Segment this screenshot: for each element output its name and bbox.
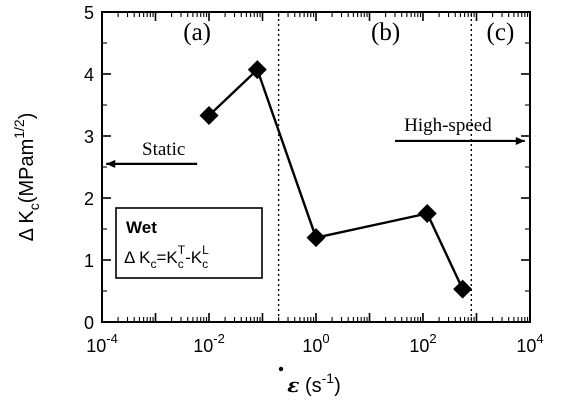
data-point <box>199 106 219 126</box>
static-label: Static <box>142 139 185 160</box>
x-tick-label: 10-2 <box>193 331 225 356</box>
y-tick-label: 4 <box>84 65 94 85</box>
region-label: (a) <box>183 19 211 46</box>
y-tick-label: 2 <box>84 189 94 209</box>
x-tick-label: 102 <box>409 331 436 356</box>
legend-formula: Δ Kc=KcT-KcL <box>124 243 209 271</box>
y-tick-label: 5 <box>84 3 94 23</box>
data-point <box>453 279 473 299</box>
y-tick-label: 0 <box>84 313 94 333</box>
x-tick-label: 104 <box>516 331 543 356</box>
y-tick-label: 3 <box>84 127 94 147</box>
x-tick-label: 10-4 <box>86 331 118 356</box>
data-point <box>306 228 326 248</box>
x-axis-label: ε (s-1) <box>287 370 341 397</box>
region-label: (c) <box>487 19 515 46</box>
y-tick-label: 1 <box>84 251 94 271</box>
axes: 0 1 2 3 4 5 10-4 10-2 100 102 104 <box>84 3 544 356</box>
data-series <box>199 60 473 299</box>
chart-labels: ε (s-1) Δ Kc(MPam1/2) (a) (b) (c) Static High-… <box>11 19 525 397</box>
static-arrow-head <box>106 159 116 168</box>
y-axis-label: Δ Kc(MPam1/2) <box>11 113 42 242</box>
region-label: (b) <box>371 19 400 46</box>
epsilon-dot <box>278 366 284 372</box>
data-point <box>247 60 267 80</box>
high-speed-arrow-head <box>515 136 525 145</box>
data-point <box>417 204 437 223</box>
region-dividers <box>277 14 473 320</box>
x-tick-label: 100 <box>302 331 329 356</box>
legend-title: Wet <box>126 218 157 237</box>
high-speed-label: High-speed <box>404 115 492 136</box>
legend-box <box>115 207 263 279</box>
